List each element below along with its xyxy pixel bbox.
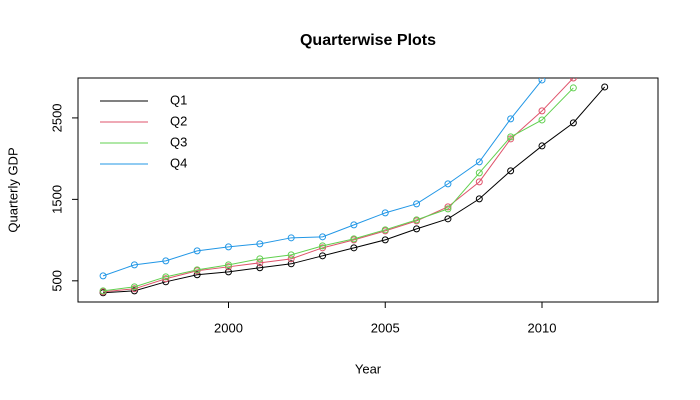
data-point bbox=[256, 264, 264, 272]
data-point bbox=[381, 209, 389, 217]
data-point bbox=[413, 200, 421, 208]
data-point bbox=[319, 244, 327, 252]
data-point bbox=[538, 116, 546, 124]
data-point bbox=[99, 272, 107, 280]
y-axis-label: Quarterly GDP bbox=[5, 147, 20, 232]
data-point bbox=[287, 251, 295, 259]
x-tick-label: 2000 bbox=[214, 320, 243, 335]
data-point bbox=[162, 257, 170, 265]
data-point bbox=[538, 107, 546, 115]
series-line bbox=[103, 87, 574, 292]
data-point bbox=[224, 261, 232, 269]
data-point bbox=[475, 178, 483, 186]
legend-label: Q4 bbox=[170, 155, 187, 170]
data-point bbox=[130, 287, 138, 295]
series-line bbox=[103, 86, 606, 294]
y-tick-label: 500 bbox=[49, 270, 64, 292]
data-point bbox=[287, 234, 295, 242]
data-point bbox=[193, 247, 201, 255]
data-point bbox=[381, 226, 389, 234]
data-point bbox=[224, 263, 232, 271]
data-point bbox=[224, 268, 232, 276]
data-point bbox=[444, 180, 452, 188]
data-point bbox=[507, 115, 515, 123]
data-point bbox=[569, 119, 577, 127]
x-tick-label: 2010 bbox=[528, 320, 557, 335]
y-tick-label: 2500 bbox=[49, 103, 64, 132]
data-point bbox=[350, 244, 358, 252]
data-point bbox=[130, 285, 138, 293]
data-point bbox=[256, 259, 264, 267]
data-point bbox=[224, 243, 232, 251]
data-point bbox=[319, 252, 327, 260]
data-point bbox=[319, 242, 327, 250]
data-point bbox=[601, 83, 609, 91]
data-point bbox=[350, 221, 358, 229]
data-point bbox=[475, 195, 483, 203]
data-point bbox=[507, 135, 515, 143]
data-point bbox=[99, 287, 107, 295]
data-point bbox=[507, 133, 515, 141]
plot-area bbox=[99, 78, 609, 297]
data-point bbox=[569, 78, 577, 82]
x-tick-label: 2005 bbox=[371, 320, 400, 335]
data-point bbox=[444, 205, 452, 213]
chart-title: Quarterwise Plots bbox=[300, 32, 436, 49]
data-point bbox=[287, 255, 295, 263]
data-point bbox=[256, 255, 264, 263]
data-point bbox=[569, 84, 577, 92]
data-point bbox=[256, 240, 264, 248]
data-point bbox=[413, 216, 421, 224]
data-point bbox=[538, 78, 546, 84]
data-point bbox=[413, 225, 421, 233]
data-point bbox=[162, 275, 170, 283]
y-tick-label: 1500 bbox=[49, 185, 64, 214]
x-axis-label: Year bbox=[355, 361, 382, 376]
data-point bbox=[507, 167, 515, 175]
data-point bbox=[193, 266, 201, 274]
legend-label: Q1 bbox=[170, 92, 187, 107]
data-point bbox=[130, 261, 138, 269]
data-point bbox=[381, 236, 389, 244]
series-line bbox=[102, 79, 543, 277]
data-point bbox=[475, 158, 483, 166]
data-point bbox=[350, 235, 358, 243]
data-point bbox=[130, 283, 138, 291]
data-point bbox=[538, 142, 546, 150]
data-point bbox=[444, 215, 452, 223]
plot-frame bbox=[77, 77, 659, 303]
data-point bbox=[444, 203, 452, 211]
data-point bbox=[475, 169, 483, 177]
series-line bbox=[103, 78, 574, 293]
legend-label: Q3 bbox=[170, 134, 187, 149]
legend-label: Q2 bbox=[170, 113, 187, 128]
data-point bbox=[162, 273, 170, 281]
data-point bbox=[287, 260, 295, 268]
data-point bbox=[319, 233, 327, 241]
data-point bbox=[193, 271, 201, 279]
